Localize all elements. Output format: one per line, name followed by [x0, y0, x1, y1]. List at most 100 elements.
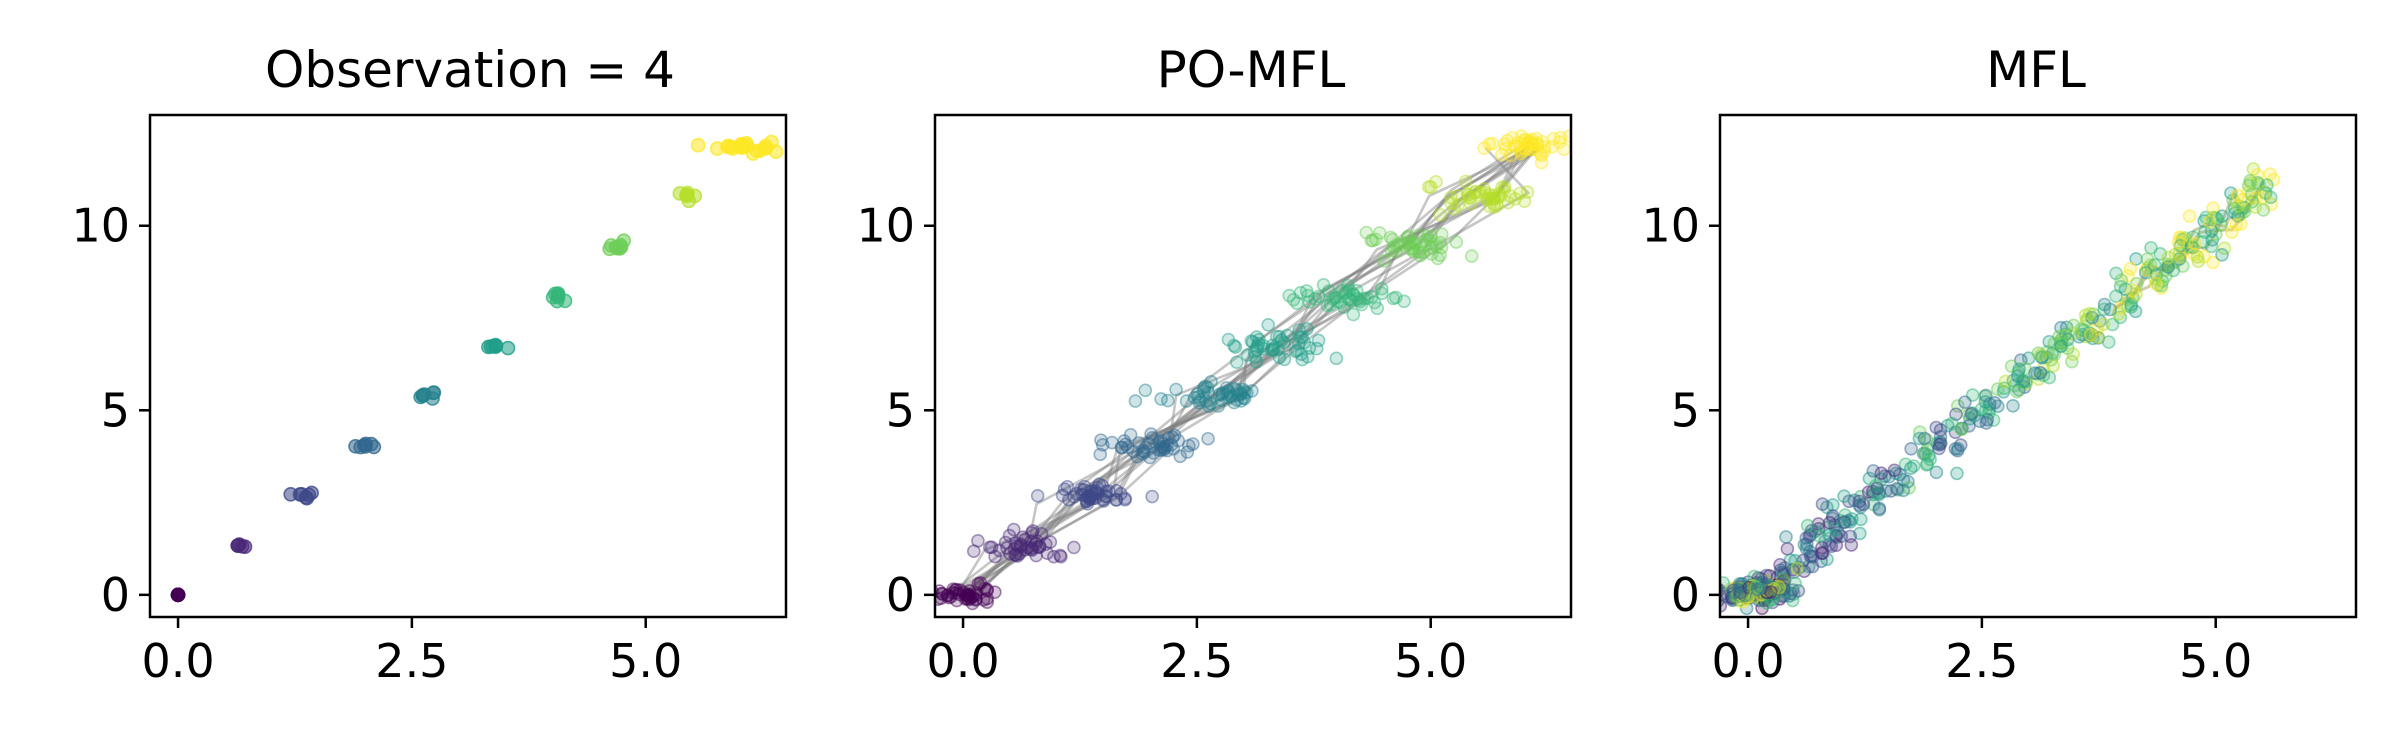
scatter-point [2096, 317, 2111, 332]
scatter-point [1488, 200, 1502, 214]
scatter-point [2252, 177, 2266, 191]
scatter-point [1495, 147, 1509, 162]
scatter-point [1211, 399, 1226, 413]
scatter-point [1123, 427, 1138, 442]
scatter-point [1520, 136, 1534, 150]
scatter-point [2114, 273, 2129, 288]
scatter-point [1967, 408, 1982, 423]
scatter-point [1464, 249, 1479, 263]
scatter-point [1250, 339, 1264, 354]
scatter-point [1230, 393, 1244, 407]
scatter-point [1249, 330, 1264, 344]
scatter-point [1251, 336, 1266, 351]
scatter-point [1340, 284, 1355, 299]
scatter-point [1215, 386, 1230, 400]
scatter-point [1901, 474, 1915, 489]
scatter-point [1244, 334, 1259, 348]
panel-po-mfl: PO-MFL 0.0 2.5 5.0 0 5 10 [856, 41, 1573, 688]
scatter-point [1295, 352, 1310, 367]
scatter-point [1933, 436, 1948, 451]
scatter-point [1230, 383, 1244, 397]
scatter-point [1822, 537, 1837, 552]
scatter-point [971, 534, 985, 548]
scatter-point [1221, 332, 1236, 347]
scatter-point [2006, 399, 2020, 413]
scatter-point [1513, 141, 1527, 156]
scatter-point [2182, 209, 2197, 224]
scatter-point [1084, 490, 1098, 505]
scatter-point [1118, 492, 1132, 507]
scatter-point [298, 489, 314, 505]
scatter-point [1003, 547, 1017, 561]
scatter-point [1089, 485, 1104, 500]
scatter-point [1030, 489, 1045, 503]
trajectory-line [965, 148, 1526, 593]
scatter-point [1329, 351, 1344, 366]
scatter-point [946, 582, 960, 597]
scatter-point [1375, 286, 1389, 301]
scatter-point [616, 233, 632, 249]
scatter-point [1128, 394, 1143, 408]
scatter-point [1887, 463, 1902, 478]
scatter-point [1360, 291, 1375, 306]
scatter-point [2225, 225, 2239, 239]
scatter-point [1204, 374, 1218, 389]
scatter-point [483, 339, 499, 354]
scatter-point [1252, 332, 1266, 347]
scatter-point [1096, 494, 1111, 508]
scatter-point [1461, 188, 1476, 202]
scatter-point [1369, 232, 1383, 247]
scatter-point [1513, 186, 1527, 201]
scatter-point [2172, 246, 2187, 260]
scatter-point [1429, 239, 1444, 254]
scatter-point [709, 141, 725, 156]
y-tick-label: 5 [1671, 383, 1700, 437]
scatter-point [1191, 390, 1206, 404]
scatter-point [1032, 540, 1047, 555]
scatter-point [1299, 284, 1314, 298]
scatter-point [969, 586, 984, 600]
scatter-point [1403, 236, 1417, 250]
scatter-point [980, 582, 994, 597]
trajectory-line [964, 148, 1530, 594]
scatter-point [2028, 366, 2042, 380]
scatter-point [940, 588, 955, 603]
scatter-point [1034, 526, 1049, 541]
scatter-point [1917, 431, 1932, 446]
trajectory-line [967, 148, 1541, 599]
scatter-point [1136, 444, 1150, 458]
scatter-point [1527, 137, 1541, 152]
scatter-point [690, 137, 706, 153]
scatter-point [948, 583, 963, 597]
x-tick-label: 2.5 [375, 634, 448, 688]
scatter-point [949, 593, 964, 608]
scatter-point [1815, 546, 1830, 561]
scatter-point [1000, 541, 1014, 555]
axes-frame [1718, 113, 2358, 619]
scatter-point [971, 577, 986, 591]
scatter-point [1151, 443, 1166, 457]
scatter-point [1040, 546, 1055, 560]
scatter-point [1201, 385, 1216, 400]
scatter-point [1043, 535, 1058, 549]
scatter-point [2083, 327, 2098, 342]
scatter-point [1032, 539, 1047, 554]
scatter-point [1468, 185, 1482, 200]
scatter-point [1518, 143, 1533, 157]
scatter-point [1029, 548, 1043, 563]
scatter-point [2046, 358, 2060, 373]
scatter-point [2010, 384, 2024, 399]
scatter-point [1145, 489, 1159, 504]
scatter-point [1173, 449, 1188, 464]
scatter-point [1553, 130, 1568, 145]
y-tick-label: 0 [1671, 568, 1700, 622]
scatter-point [2004, 359, 2019, 373]
scatter-point [1031, 540, 1045, 554]
scatter-point [1154, 439, 1169, 454]
scatter-point [768, 144, 784, 160]
scatter-point [1274, 333, 1289, 347]
scatter-point [949, 582, 964, 597]
scatter-point [1525, 136, 1539, 150]
scatter-point [1524, 132, 1539, 147]
scatter-point [961, 587, 976, 602]
